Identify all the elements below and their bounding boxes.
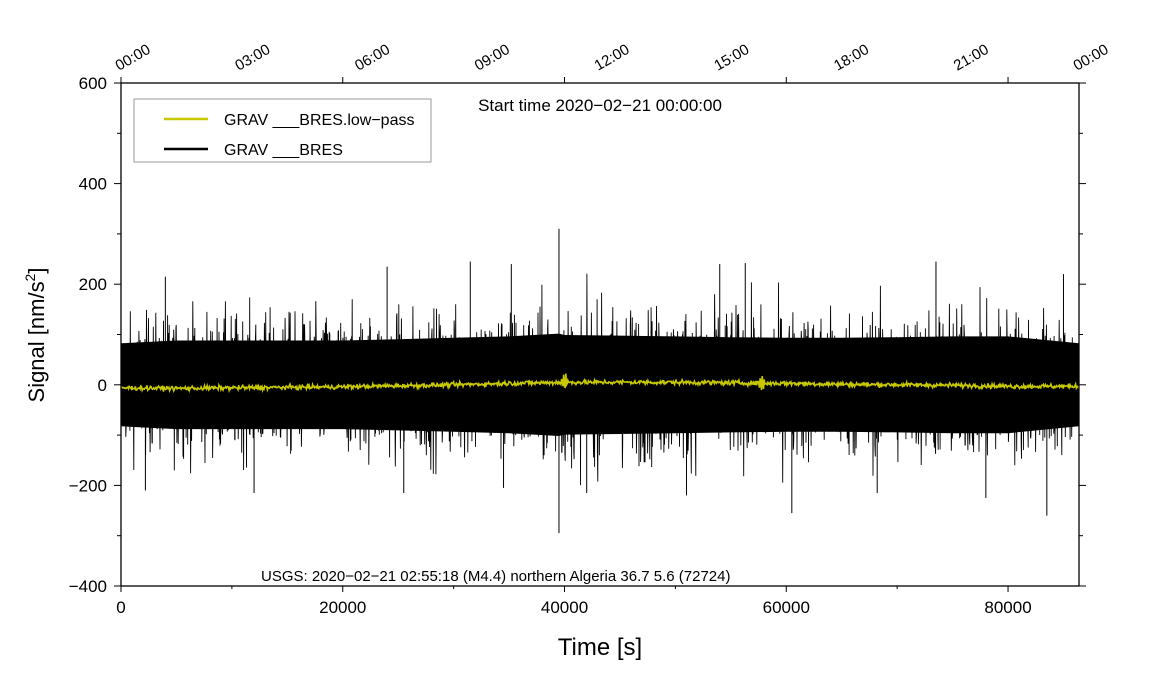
- axes-ticks: 0 20000 40000 60000 80000 600 400 200 0 −200 −400: [69, 74, 1086, 617]
- top-time-axis: 00:00 03:00 06:00 09:00 12:00 15:00 18:00 21:00…: [113, 41, 1112, 74]
- y-tick-label: 400: [79, 175, 107, 194]
- y-tick-label: −200: [69, 476, 107, 495]
- x-tick-label: 60000: [763, 598, 810, 617]
- top-time-tick-label: 18:00: [831, 41, 872, 74]
- start-time-label: Start time 2020−02−21 00:00:00: [478, 96, 722, 115]
- top-time-tick-label: 15:00: [711, 41, 752, 74]
- top-time-tick-label: 09:00: [472, 41, 513, 74]
- y-tick-label: 600: [79, 74, 107, 93]
- top-time-tick-label: 12:00: [592, 41, 633, 74]
- series-raw: [120, 228, 1080, 534]
- top-time-tick-label: 03:00: [232, 41, 273, 74]
- legend-label-lowpass: GRAV ___BRES.low−pass: [224, 112, 414, 129]
- top-time-tick-label: 00:00: [113, 41, 154, 74]
- series-lowpass-line: [120, 373, 1080, 394]
- x-tick-label: 0: [116, 598, 125, 617]
- x-tick-label: 20000: [319, 598, 366, 617]
- top-time-tick-label: 06:00: [352, 41, 393, 74]
- y-tick-label: 0: [98, 376, 107, 395]
- x-axis-label: Time [s]: [558, 634, 642, 661]
- plot-data-layer: [120, 228, 1080, 534]
- legend-label-raw: GRAV ___BRES: [224, 142, 343, 159]
- x-tick-label: 80000: [984, 598, 1031, 617]
- y-axis-label-superscript: 2: [22, 273, 38, 281]
- legend-box: [133, 98, 432, 163]
- y-axis-label-suffix: ]: [24, 268, 49, 274]
- y-tick-label: 200: [79, 275, 107, 294]
- y-tick-label: −400: [69, 577, 107, 596]
- top-time-tick-label: 00:00: [1071, 41, 1112, 74]
- legend: GRAV ___BRES.low−pass GRAV ___BRES: [133, 98, 432, 163]
- y-axis-label-main: Signal [nm/s: [24, 281, 49, 402]
- series-raw-core-band: [121, 333, 1079, 436]
- event-annotation: USGS: 2020−02−21 02:55:18 (M4.4) norther…: [261, 568, 730, 585]
- top-time-tick-label: 21:00: [951, 41, 992, 74]
- x-tick-label: 40000: [541, 598, 588, 617]
- y-axis-label: Signal [nm/s2]: [22, 268, 49, 403]
